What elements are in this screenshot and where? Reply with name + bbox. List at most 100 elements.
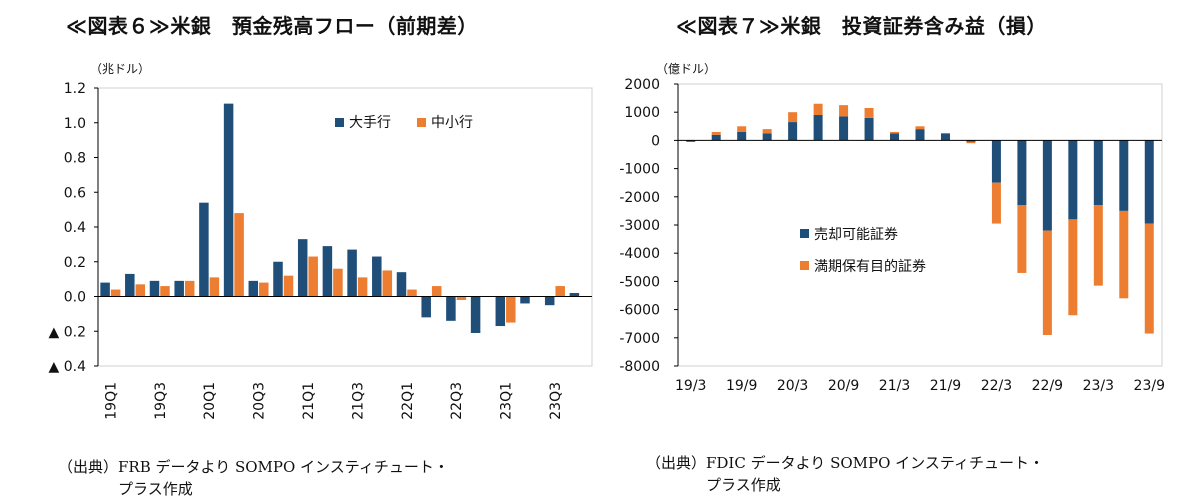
bar-major-banks-22Q3 (446, 296, 456, 321)
bar-regional-banks-22Q1 (407, 289, 417, 297)
x-tick-label: 23Q1 (499, 382, 515, 420)
source-note-line2: プラス作成 (706, 476, 781, 494)
bar-major-banks-20Q1 (199, 202, 209, 297)
legend-swatch-held-to-maturity (800, 261, 809, 270)
x-tick-label: 21Q3 (350, 382, 366, 420)
bar-held-to-maturity-21/6 (915, 126, 925, 130)
bar-held-to-maturity-21/12 (966, 141, 976, 144)
y-tick-label: 0.2 (64, 255, 86, 271)
bar-available-for-sale-22/3 (991, 140, 1001, 183)
bar-available-for-sale-19/6 (711, 134, 721, 141)
bar-available-for-sale-23/6 (1119, 140, 1129, 211)
y-axis-unit: （兆ドル） (90, 62, 151, 76)
bar-major-banks-20Q4 (273, 261, 283, 297)
y-tick-label: 0.4 (64, 220, 86, 236)
bar-major-banks-19Q1 (100, 282, 110, 297)
bar-held-to-maturity-23/9 (1144, 223, 1154, 334)
bar-held-to-maturity-19/6 (711, 131, 721, 135)
legend-label-regional-banks: 中小行 (431, 115, 473, 131)
bar-available-for-sale-21/9 (940, 133, 950, 141)
y-tick-label: ▲ 0.4 (49, 359, 87, 375)
y-tick-label: -6000 (619, 303, 660, 319)
bar-available-for-sale-19/3 (686, 140, 696, 142)
x-tick-label: 23/9 (1134, 378, 1165, 394)
x-tick-label: 19/9 (726, 378, 757, 394)
legend-swatch-available-for-sale (800, 229, 809, 238)
legend-label-held-to-maturity: 満期保有目的証券 (814, 259, 926, 275)
y-tick-label: -4000 (619, 246, 660, 262)
bar-major-banks-20Q3 (248, 280, 259, 297)
bar-held-to-maturity-19/12 (762, 129, 772, 134)
y-tick-label: -1000 (619, 162, 660, 178)
source-note-line2: プラス作成 (118, 480, 193, 498)
bar-regional-banks-20Q2 (234, 213, 244, 297)
bar-held-to-maturity-20/12 (864, 107, 874, 118)
bar-regional-banks-23Q1 (506, 296, 516, 323)
bar-held-to-maturity-22/12 (1068, 219, 1078, 316)
bar-major-banks-21Q1 (297, 239, 308, 297)
bar-regional-banks-20Q1 (209, 277, 220, 297)
y-tick-label: 0.0 (64, 290, 86, 306)
y-tick-label: -2000 (619, 190, 660, 206)
bar-available-for-sale-20/12 (864, 117, 874, 141)
bar-available-for-sale-22/9 (1042, 140, 1052, 231)
bar-available-for-sale-23/9 (1144, 140, 1154, 224)
bar-available-for-sale-19/9 (737, 131, 747, 141)
x-tick-label: 20Q3 (252, 382, 268, 420)
bar-available-for-sale-20/6 (813, 115, 823, 141)
legend-swatch-regional-banks (417, 118, 426, 127)
bar-regional-banks-20Q3 (259, 282, 269, 297)
bar-held-to-maturity-22/3 (991, 182, 1001, 224)
bar-regional-banks-23Q3 (555, 286, 565, 297)
securities-gain-chart: 2000 1000 0 -1000 -2000 -3000 -4000 -5000 -6000 -… (619, 77, 1165, 394)
x-tick-label: 19Q1 (103, 382, 119, 420)
bar-regional-banks-19Q4 (184, 280, 195, 297)
bar-held-to-maturity-23/3 (1093, 205, 1103, 286)
y-tick-label: -8000 (619, 359, 660, 375)
y-tick-label: 0.8 (64, 151, 86, 167)
x-tick-label: 23Q3 (548, 382, 564, 420)
bar-available-for-sale-21/6 (915, 129, 925, 141)
bar-major-banks-23Q3 (544, 296, 555, 306)
bar-major-banks-20Q2 (223, 103, 234, 297)
x-tick-label: 23/3 (1083, 378, 1114, 394)
bar-major-banks-19Q4 (174, 280, 184, 297)
legend-label-major-banks: 大手行 (349, 115, 391, 131)
bar-regional-banks-21Q3 (357, 277, 368, 297)
bar-regional-banks-19Q2 (135, 284, 146, 297)
bar-available-for-sale-23/3 (1093, 140, 1103, 206)
x-tick-label: 19/3 (675, 378, 706, 394)
securities-gain-chart-panel: ≪図表７≫米銀 投資証券含み益（損） （億ドル） 2000 1000 0 -1000 -… (600, 0, 1179, 504)
bar-held-to-maturity-19/9 (737, 126, 747, 132)
bar-major-banks-21Q2 (322, 246, 333, 297)
bar-major-banks-19Q3 (149, 280, 160, 297)
bar-regional-banks-19Q3 (160, 286, 170, 297)
bar-held-to-maturity-23/6 (1119, 210, 1129, 299)
x-tick-label: 21/9 (930, 378, 961, 394)
bar-held-to-maturity-22/6 (1017, 205, 1027, 273)
chart-title: ≪図表６≫米銀 預金残高フロー（前期差） (66, 14, 478, 38)
x-tick-label: 19Q3 (153, 382, 169, 420)
chart-title: ≪図表７≫米銀 投資証券含み益（損） (676, 14, 1047, 38)
y-tick-label: 1.2 (64, 81, 86, 97)
y-tick-label: 1000 (624, 105, 660, 121)
bar-regional-banks-20Q4 (283, 275, 294, 297)
bar-major-banks-22Q1 (396, 272, 407, 297)
bar-major-banks-19Q2 (125, 273, 135, 297)
x-tick-label: 20/9 (828, 378, 859, 394)
y-tick-label: -3000 (619, 218, 660, 234)
x-tick-label: 22Q3 (449, 382, 465, 420)
y-tick-label: 1.0 (64, 116, 86, 132)
bar-available-for-sale-22/6 (1017, 140, 1027, 206)
y-tick-label: 0.6 (64, 185, 86, 201)
bar-available-for-sale-21/3 (890, 133, 900, 141)
bar-major-banks-21Q4 (372, 256, 382, 297)
x-tick-label: 20Q1 (202, 382, 218, 420)
bar-major-banks-22Q2 (421, 296, 431, 318)
bar-major-banks-23Q1 (495, 296, 506, 327)
x-tick-label: 22Q1 (400, 382, 416, 420)
legend-swatch-major-banks (335, 118, 344, 127)
bar-held-to-maturity-21/3 (890, 131, 900, 134)
y-tick-label: 0 (651, 133, 660, 149)
bar-available-for-sale-22/12 (1068, 140, 1078, 220)
